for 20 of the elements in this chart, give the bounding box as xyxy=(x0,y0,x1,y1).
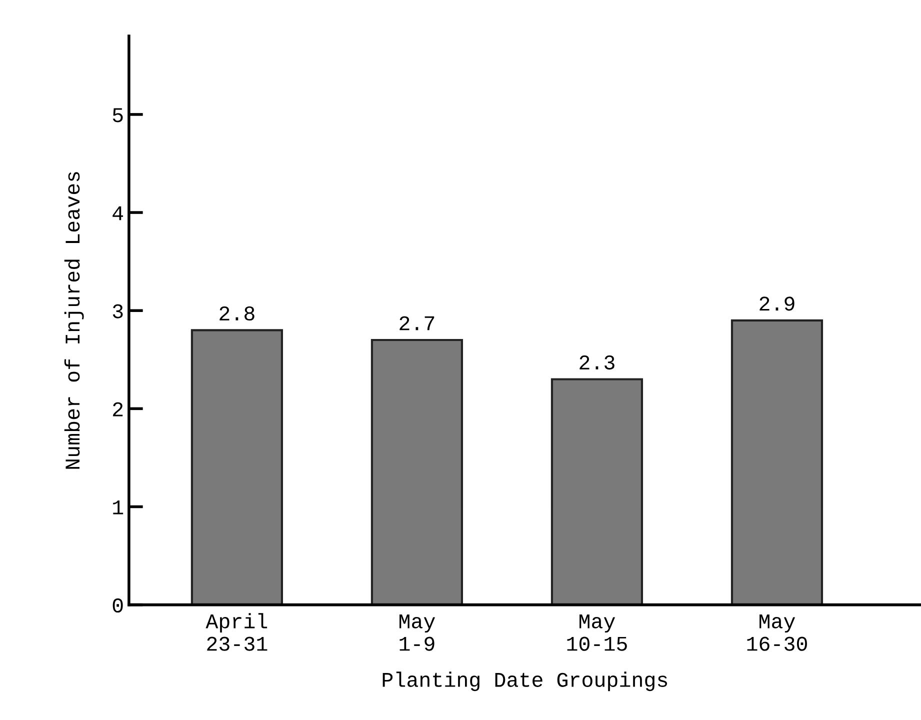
y-tick-label: 5 xyxy=(112,108,123,122)
data-label: 2.7 xyxy=(400,316,434,330)
data-label: 2.3 xyxy=(580,355,614,370)
x-axis-title: Planting Date Groupings xyxy=(382,672,668,692)
y-tick-label: 3 xyxy=(112,304,123,318)
bar xyxy=(550,378,644,605)
y-tick-label: 1 xyxy=(113,500,124,514)
x-tick-label: May 10-15 xyxy=(567,614,627,651)
bar xyxy=(730,319,824,605)
y-tick-label: 0 xyxy=(112,598,123,613)
bar xyxy=(190,329,283,605)
bar xyxy=(370,338,464,605)
y-tick-label: 4 xyxy=(112,206,124,220)
x-tick-label: April 23-31 xyxy=(206,613,268,651)
data-label: 2.8 xyxy=(220,306,254,321)
x-tick-label: May 1-9 xyxy=(400,614,436,651)
y-axis-title: Number of Injured Leaves xyxy=(64,172,84,469)
x-tick-label: May 16-30 xyxy=(747,614,807,651)
data-label: 2.9 xyxy=(760,296,794,311)
y-tick-label: 2 xyxy=(113,402,123,416)
